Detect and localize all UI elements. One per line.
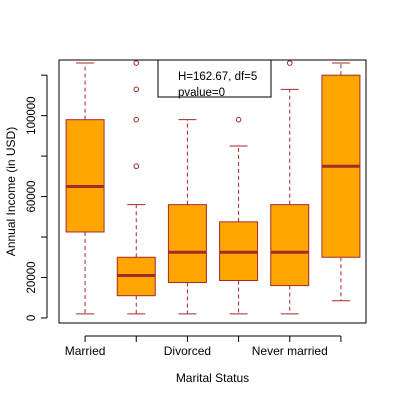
outlier-point [235,116,242,123]
outlier-point [133,116,140,123]
box-group-1 [65,62,105,315]
y-tick-label: 60000 [26,181,38,213]
x-tick-label: Divorced [164,344,211,358]
annotation-line-statistic: H=162.67, df=5 [178,71,257,83]
box-group-4 [219,116,259,315]
outlier-point [133,60,140,66]
box-iqr [65,119,105,233]
plot-area-frame [58,59,367,324]
y-axis-label: Annual Income (in USD) [4,127,18,256]
x-tick-label: Never married [252,344,328,358]
annotation-line-pvalue: pvalue=0 [178,87,225,99]
boxes-layer [65,60,361,315]
x-tick-label: Married [65,344,106,358]
y-tick-label: 0 [26,315,38,321]
test-result-annotation: H=162.67, df=5 pvalue=0 [157,59,272,99]
box-group-5 [270,60,310,315]
outlier-point [133,86,140,93]
annotation-box [157,59,272,98]
y-axis: 0 20000 60000 100000 [26,74,48,321]
box-iqr [167,204,207,284]
box-group-2 [116,60,156,315]
box-group-6 [321,62,361,302]
x-axis: Married Divorced Never married [65,335,342,358]
y-tick-label: 100000 [26,96,38,134]
y-tick-label: 20000 [26,261,38,293]
outlier-point [133,163,140,170]
box-iqr [270,204,310,287]
x-axis-label: Marital Status [176,371,249,385]
outlier-point [286,60,293,66]
box-group-3 [167,119,207,315]
